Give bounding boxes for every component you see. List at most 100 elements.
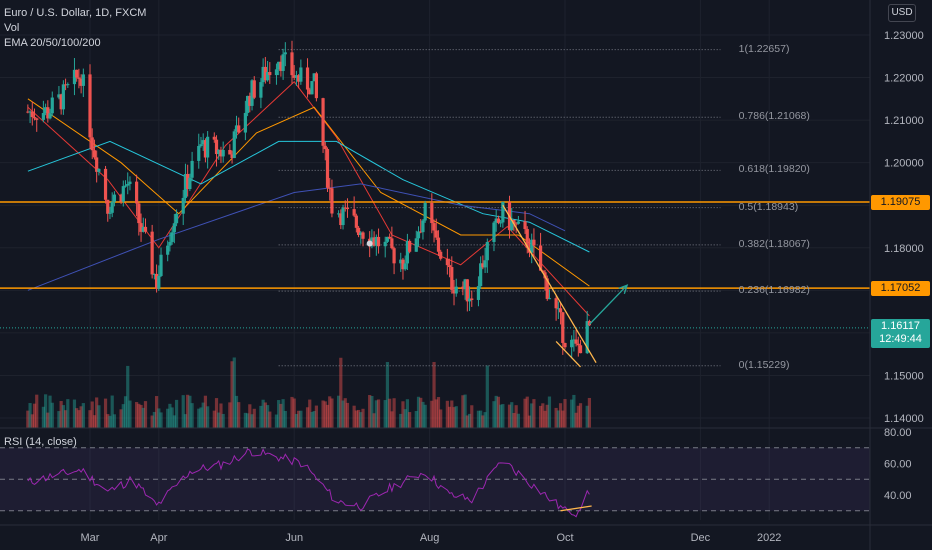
volume-bar [143, 401, 148, 428]
candle-body [61, 84, 65, 110]
volume-bar [128, 400, 132, 428]
candle-body [483, 260, 487, 268]
volume-bar [405, 399, 410, 428]
volume-indicator-label[interactable]: Vol [4, 22, 20, 34]
volume-bar [141, 407, 145, 428]
volume-bar [436, 397, 441, 428]
volume-bar [547, 396, 552, 428]
candle-body [563, 342, 567, 348]
candle-body [465, 279, 469, 302]
volume-bar [112, 414, 117, 428]
volume-bar [297, 410, 301, 428]
grid-lines [0, 0, 870, 520]
volume-bar [325, 404, 330, 428]
volume-bar [206, 406, 210, 428]
candle-body [243, 112, 247, 133]
rsi-indicator-label[interactable]: RSI (14, close) [4, 436, 77, 448]
volume-bar [356, 409, 361, 428]
volume-bar [79, 406, 83, 428]
candle-body [277, 61, 281, 70]
volume-bar [352, 405, 356, 428]
volume-bar [170, 407, 174, 428]
candle-body [212, 136, 216, 140]
candle-body [523, 221, 527, 230]
marker-point [366, 240, 373, 247]
candle-body [63, 84, 68, 86]
candle-body [312, 73, 316, 82]
volume-bar [232, 357, 236, 428]
volume-bar [44, 394, 48, 428]
rsi-divergence-line [560, 505, 592, 512]
candle-body [514, 223, 518, 225]
candle-body [159, 254, 163, 276]
candle-body [374, 236, 378, 246]
candle-body [561, 312, 565, 343]
volume-bar [217, 412, 221, 428]
volume-bar [41, 406, 45, 428]
candle-body [217, 149, 221, 155]
fib-level-label: 1(1.22657) [738, 42, 790, 55]
candle-body [450, 267, 454, 290]
candle-body [214, 139, 219, 155]
candle-body [372, 237, 376, 246]
ema-indicator-label[interactable]: EMA 20/50/100/200 [4, 37, 101, 49]
candle-body [248, 95, 252, 106]
horizontal-lines[interactable] [0, 201, 870, 329]
volume-bar [190, 403, 194, 428]
time-tick-label: Oct [556, 532, 573, 544]
volume-bar [252, 408, 256, 428]
candle-body [432, 223, 436, 231]
candle-body [183, 173, 188, 198]
candle-body [403, 263, 407, 270]
volume-bar [576, 405, 580, 428]
volume-bar [261, 399, 265, 428]
volume-bar [310, 411, 314, 428]
candlesticks [26, 40, 592, 359]
volume-bar [385, 361, 390, 428]
volume-bar [516, 413, 520, 428]
volume-bar [492, 401, 496, 428]
price-tick-label: 1.23000 [884, 30, 924, 42]
volume-bar [46, 412, 50, 428]
candle-body [388, 236, 392, 239]
candle-body [228, 149, 232, 155]
volume-bar [228, 402, 232, 428]
ema50-line [27, 98, 590, 287]
projection-arrow-line [588, 284, 628, 325]
candle-body [556, 308, 560, 310]
volume-bar [561, 410, 565, 428]
volume-bar [110, 395, 114, 428]
candle-body [356, 227, 361, 236]
volume-bar [585, 405, 589, 428]
volume-bar [574, 412, 578, 428]
volume-bar [183, 414, 188, 428]
volume-bar [199, 407, 203, 428]
volume-bar [374, 400, 378, 428]
volume-bar [408, 412, 412, 428]
candle-body [547, 298, 552, 300]
candle-body [172, 223, 176, 233]
candle-body [385, 236, 390, 242]
candle-body [268, 72, 272, 76]
volume-bar [570, 399, 574, 428]
trendline-drawings[interactable] [366, 204, 629, 368]
volume-bar [483, 412, 487, 428]
candle-body [419, 231, 423, 233]
ema200-line [27, 183, 566, 291]
volume-bar [243, 412, 247, 428]
candle-body [237, 125, 241, 133]
time-tick-label: 2022 [757, 532, 781, 544]
candle-body [112, 194, 117, 202]
volume-bar [314, 405, 319, 428]
candle-body [485, 242, 489, 261]
candle-body [501, 201, 505, 223]
currency-button[interactable]: USD [888, 4, 916, 22]
volume-bar [72, 399, 77, 428]
symbol-title[interactable]: Euro / U.S. Dollar, 1D, FXCM [4, 7, 147, 19]
volume-bar [558, 403, 563, 428]
volume-bar [527, 415, 532, 428]
candle-body [512, 220, 516, 224]
volume-bar [507, 404, 512, 428]
volume-bar [359, 412, 363, 428]
